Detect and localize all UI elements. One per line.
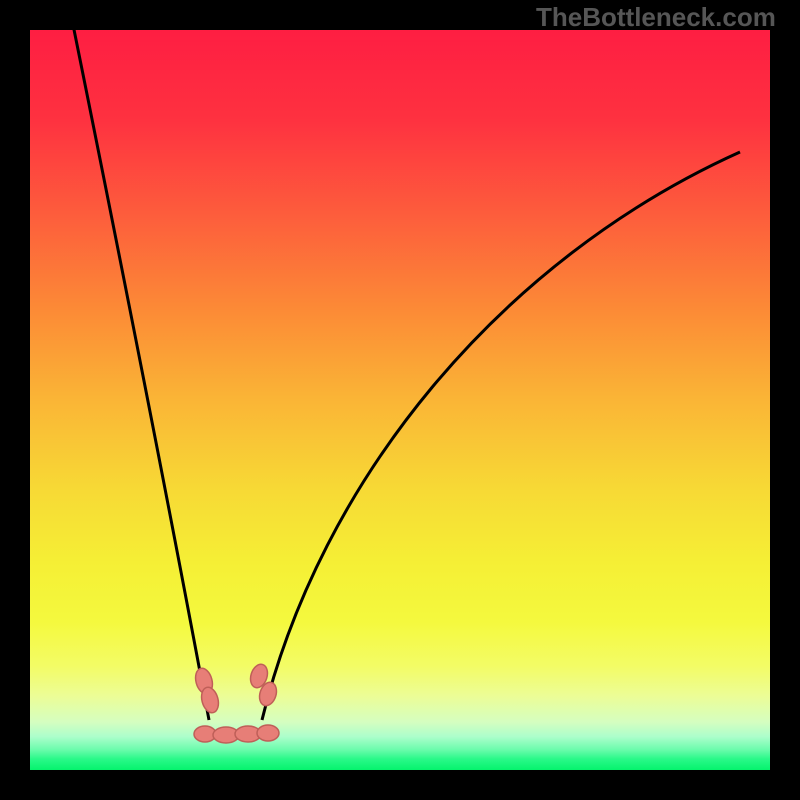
watermark-text: TheBottleneck.com <box>536 2 776 33</box>
gradient-background <box>30 30 770 770</box>
bottleneck-chart <box>0 0 800 800</box>
marker-blob <box>257 725 279 741</box>
